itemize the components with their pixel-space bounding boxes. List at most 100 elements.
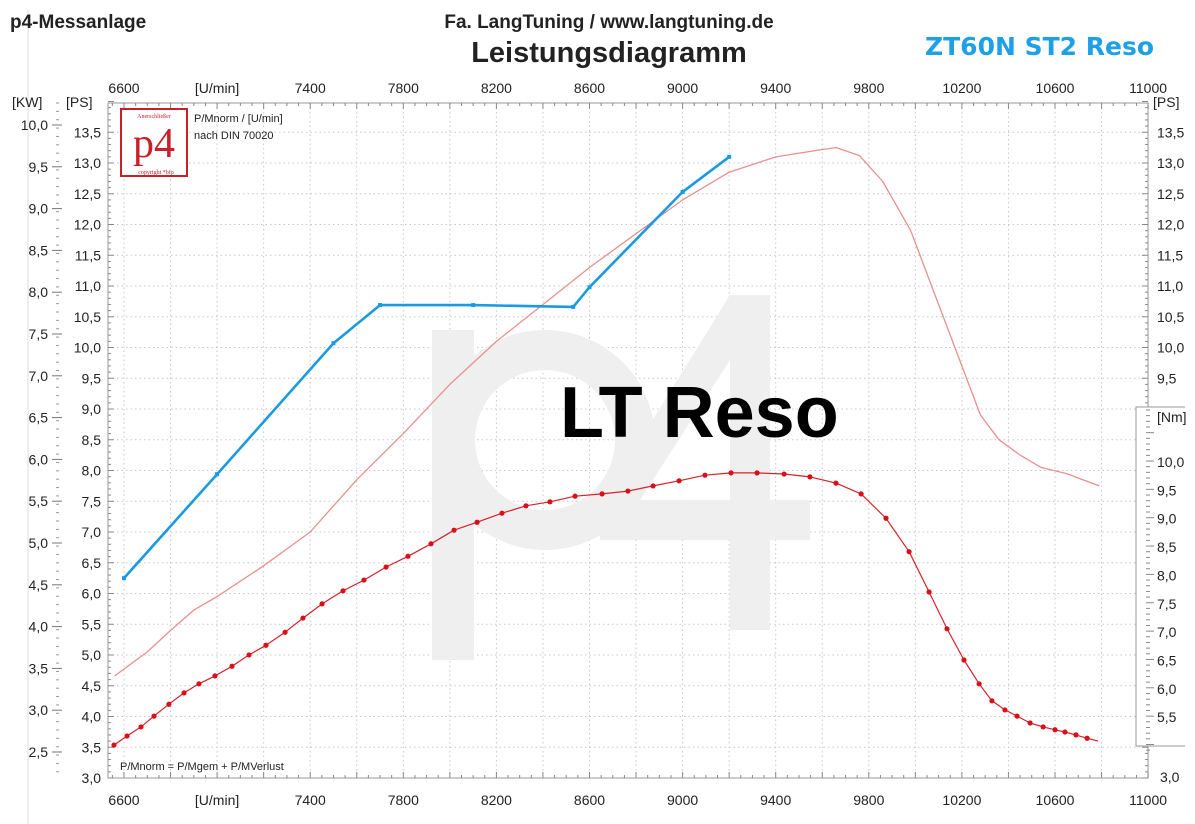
kw-tick-label: 3,5 xyxy=(29,660,49,676)
x-tick-label-top: 6600 xyxy=(108,80,139,96)
kw-tick-label: 8,5 xyxy=(29,242,49,258)
nm-tick-label: 7,5 xyxy=(1157,596,1177,612)
torque-point xyxy=(858,491,864,497)
ps-tick-label-left: 6,5 xyxy=(82,555,102,571)
torque-point xyxy=(229,663,235,669)
lt-reso-point xyxy=(727,154,732,159)
watermark-p-bowl xyxy=(435,330,655,550)
ps-tick-label-left: 13,5 xyxy=(74,124,101,140)
kw-tick-label: 6,5 xyxy=(29,410,49,426)
torque-point xyxy=(1084,735,1090,741)
formula: P/Mnorm = P/Mgem + P/MVerlust xyxy=(120,761,284,773)
nm-axis-frame xyxy=(1135,406,1185,747)
torque-point xyxy=(944,626,950,632)
watermark xyxy=(432,295,810,660)
torque-point xyxy=(451,527,457,533)
logo-top: Anerschließer xyxy=(137,113,171,120)
torque-point xyxy=(676,478,682,484)
logo-bottom: copyright *bfp xyxy=(138,169,174,176)
lt-reso-point xyxy=(471,303,476,308)
torque-point xyxy=(807,474,813,480)
ps-tick-label-left: 10,0 xyxy=(74,340,101,356)
torque-point xyxy=(572,493,578,499)
x-tick-label-bottom: 6600 xyxy=(108,792,139,808)
x-tick-label-top: 10600 xyxy=(1036,80,1075,96)
lt-reso-point xyxy=(587,285,592,290)
torque-point xyxy=(383,564,389,570)
ps-tick-label-right: 11,0 xyxy=(1157,278,1183,294)
ps-tick-label-left: 6,0 xyxy=(82,586,102,602)
ps-tick-label-right: 9,5 xyxy=(1157,370,1177,386)
nm-tick-label: 9,0 xyxy=(1157,511,1177,527)
logo-text: p4 xyxy=(133,121,175,167)
torque-point xyxy=(989,698,995,704)
ps-tick-label-left: 3,0 xyxy=(82,770,102,786)
ps-tick-label-right: 10,0 xyxy=(1157,340,1184,356)
kw-tick-label: 6,0 xyxy=(29,451,49,467)
lt-reso-point xyxy=(680,189,685,194)
torque-point xyxy=(263,642,269,648)
x-tick-label-top: 11000 xyxy=(1129,80,1167,96)
lt-reso-point xyxy=(122,576,126,581)
torque-point xyxy=(138,724,144,730)
series xyxy=(111,146,1100,748)
ps-tick-label-left: 4,5 xyxy=(82,678,102,694)
ps-tick-label-left: 7,0 xyxy=(82,524,102,540)
kw-tick-label: 2,5 xyxy=(29,744,49,760)
ps-tick-label-left: 10,5 xyxy=(74,309,101,325)
nm-tick-label: 8,5 xyxy=(1157,539,1177,555)
kw-tick-label: 3,0 xyxy=(29,702,49,718)
torque-point xyxy=(906,549,912,555)
x-tick-label-top: 7800 xyxy=(388,80,419,96)
torque-point xyxy=(599,491,605,497)
ps-tick-label-left: 8,5 xyxy=(82,432,102,448)
torque-point xyxy=(405,553,411,559)
x-axis-label-bottom: [U/min] xyxy=(195,792,239,808)
torque-point xyxy=(1040,724,1046,730)
torque-point xyxy=(319,601,325,607)
nm-axis-label: [Nm] xyxy=(1157,409,1187,425)
x-tick-label-top: 7400 xyxy=(295,80,326,96)
kw-tick-label: 9,5 xyxy=(29,159,49,175)
torque-point xyxy=(246,652,252,658)
x-tick-label-top: 9000 xyxy=(667,80,698,96)
nm-tick-label: 9,5 xyxy=(1157,482,1177,498)
torque-point xyxy=(340,588,346,594)
x-tick-label-bottom: 10600 xyxy=(1036,792,1075,808)
torque-point xyxy=(282,629,288,635)
torque-point xyxy=(523,503,529,509)
x-tick-label-top: 9800 xyxy=(853,80,884,96)
torque-point xyxy=(883,515,889,521)
torque-point xyxy=(976,681,982,687)
torque-point xyxy=(781,471,787,477)
ps-tick-label-left: 5,5 xyxy=(82,616,102,632)
torque-point xyxy=(1052,727,1058,733)
x-tick-label-bottom: 11000 xyxy=(1129,792,1167,808)
ps-tick-label-left: 7,5 xyxy=(82,493,102,509)
torque-point xyxy=(111,742,117,748)
nm-axis-box xyxy=(1136,407,1195,746)
kw-tick-label: 7,0 xyxy=(29,368,49,384)
kw-tick-label: 5,0 xyxy=(29,535,49,551)
kw-tick-label: 10,0 xyxy=(21,117,48,133)
torque-point xyxy=(1062,729,1068,735)
nm-tick-label: 6,0 xyxy=(1157,681,1177,697)
lt-reso-point xyxy=(378,303,383,308)
x-tick-label-top: 8600 xyxy=(574,80,605,96)
ps-tick-label-left: 11,5 xyxy=(75,247,101,263)
chart-title: Leistungsdiagramm xyxy=(471,37,747,69)
ps-axis-label-left: [PS] xyxy=(66,94,92,110)
kw-axis-label: [KW] xyxy=(12,94,42,110)
kw-tick-label: 9,0 xyxy=(29,201,49,217)
torque-point xyxy=(1002,707,1008,713)
company-name: Fa. LangTuning / www.langtuning.de xyxy=(444,12,773,33)
legend-line-1: P/Mnorm / [U/min] xyxy=(194,113,283,125)
x-tick-label-bottom: 8200 xyxy=(481,792,512,808)
torque-point xyxy=(428,541,434,547)
legend-line-2: nach DIN 70020 xyxy=(194,130,274,142)
ps-tick-label-left: 12,0 xyxy=(74,217,101,233)
ps-tick-label-right-bottom: 3,0 xyxy=(1160,769,1180,785)
torque-point xyxy=(361,577,367,583)
torque-point xyxy=(961,657,967,663)
